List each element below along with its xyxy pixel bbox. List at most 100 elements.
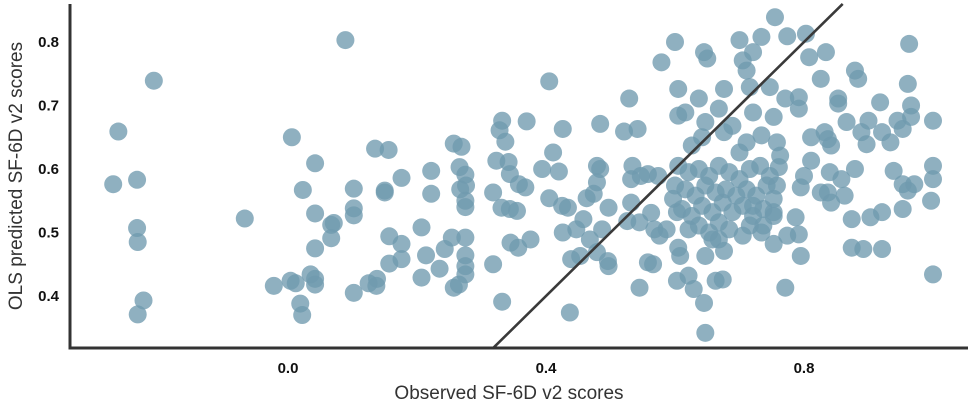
data-point [591, 114, 610, 133]
data-point [649, 166, 668, 185]
data-point [778, 226, 797, 245]
data-point [924, 265, 942, 284]
x-tick-label: 0.4 [536, 360, 558, 377]
data-point [900, 34, 919, 53]
data-point [679, 220, 698, 239]
data-point [412, 268, 431, 287]
data-point [484, 183, 503, 202]
data-point [417, 246, 436, 265]
data-point [422, 184, 441, 203]
data-point [744, 103, 763, 122]
data-point [861, 208, 880, 227]
data-point [873, 240, 892, 259]
y-axis-title: OLS predicted SF-6D v2 scores [6, 42, 27, 310]
data-point [366, 139, 385, 158]
data-point [286, 274, 305, 293]
data-point [657, 220, 676, 239]
data-point [854, 240, 873, 259]
data-point [802, 128, 821, 147]
data-point [720, 220, 739, 239]
data-point [752, 27, 771, 46]
data-point [752, 126, 771, 145]
data-point [703, 230, 722, 249]
data-point [584, 184, 603, 203]
data-point [484, 255, 503, 274]
data-point [693, 128, 712, 147]
data-point [730, 31, 749, 50]
data-point [696, 246, 715, 265]
data-point [884, 161, 903, 180]
y-tick-label: 0.6 [38, 161, 59, 178]
data-point [796, 24, 815, 43]
data-point [713, 270, 732, 289]
data-point [306, 239, 325, 258]
y-tick-label: 0.5 [38, 225, 59, 242]
data-point [715, 79, 734, 98]
y-tick-label: 0.8 [38, 34, 59, 51]
data-point [800, 48, 819, 67]
data-point [764, 234, 783, 253]
x-tick-label: 0.8 [794, 360, 815, 377]
data-point [630, 278, 649, 297]
data-point [789, 99, 808, 118]
data-point [822, 136, 841, 155]
data-point [811, 183, 830, 202]
data-point [553, 223, 572, 242]
data-point [669, 79, 688, 98]
data-point [442, 228, 461, 247]
data-point [695, 293, 714, 312]
data-point [322, 229, 341, 248]
data-point [696, 113, 715, 132]
data-point [264, 276, 283, 295]
data-point [516, 178, 535, 197]
data-point [816, 43, 835, 62]
data-point [837, 113, 856, 132]
data-point [599, 198, 618, 217]
data-point [615, 122, 634, 141]
data-point [574, 210, 593, 229]
data-point [430, 259, 449, 278]
data-point [698, 49, 717, 68]
data-point [344, 283, 363, 302]
data-point [104, 175, 123, 194]
data-point [344, 206, 363, 225]
data-point [628, 119, 647, 138]
data-point [835, 186, 854, 205]
data-point [306, 275, 325, 294]
data-point [293, 180, 312, 199]
data-point [128, 170, 147, 189]
data-point [776, 89, 795, 108]
data-point [857, 135, 876, 154]
data-point [642, 203, 661, 222]
x-tick-label: 0.0 [278, 360, 299, 377]
x-axis-title: Observed SF-6D v2 scores [394, 383, 623, 404]
data-point [533, 160, 552, 178]
data-point [521, 230, 540, 249]
data-point [730, 143, 749, 162]
data-point [560, 303, 579, 322]
data-point [457, 176, 476, 195]
data-point [544, 143, 563, 162]
data-point [128, 305, 147, 324]
data-point [845, 160, 864, 178]
data-point [422, 161, 441, 180]
data-point [757, 176, 776, 195]
data-point [644, 255, 663, 274]
data-point [444, 278, 463, 297]
data-point [380, 254, 399, 273]
y-tick-label: 0.4 [38, 288, 60, 305]
data-point [760, 78, 779, 97]
data-point [811, 69, 830, 88]
data-point [379, 140, 398, 159]
data-point [791, 178, 810, 197]
data-point [765, 8, 784, 27]
data-point [144, 71, 163, 90]
data-point [786, 208, 805, 227]
data-point [456, 228, 475, 247]
data-point [689, 89, 708, 108]
data-point [671, 246, 690, 265]
data-point [367, 276, 386, 295]
data-point [740, 216, 759, 235]
data-point [924, 170, 942, 189]
